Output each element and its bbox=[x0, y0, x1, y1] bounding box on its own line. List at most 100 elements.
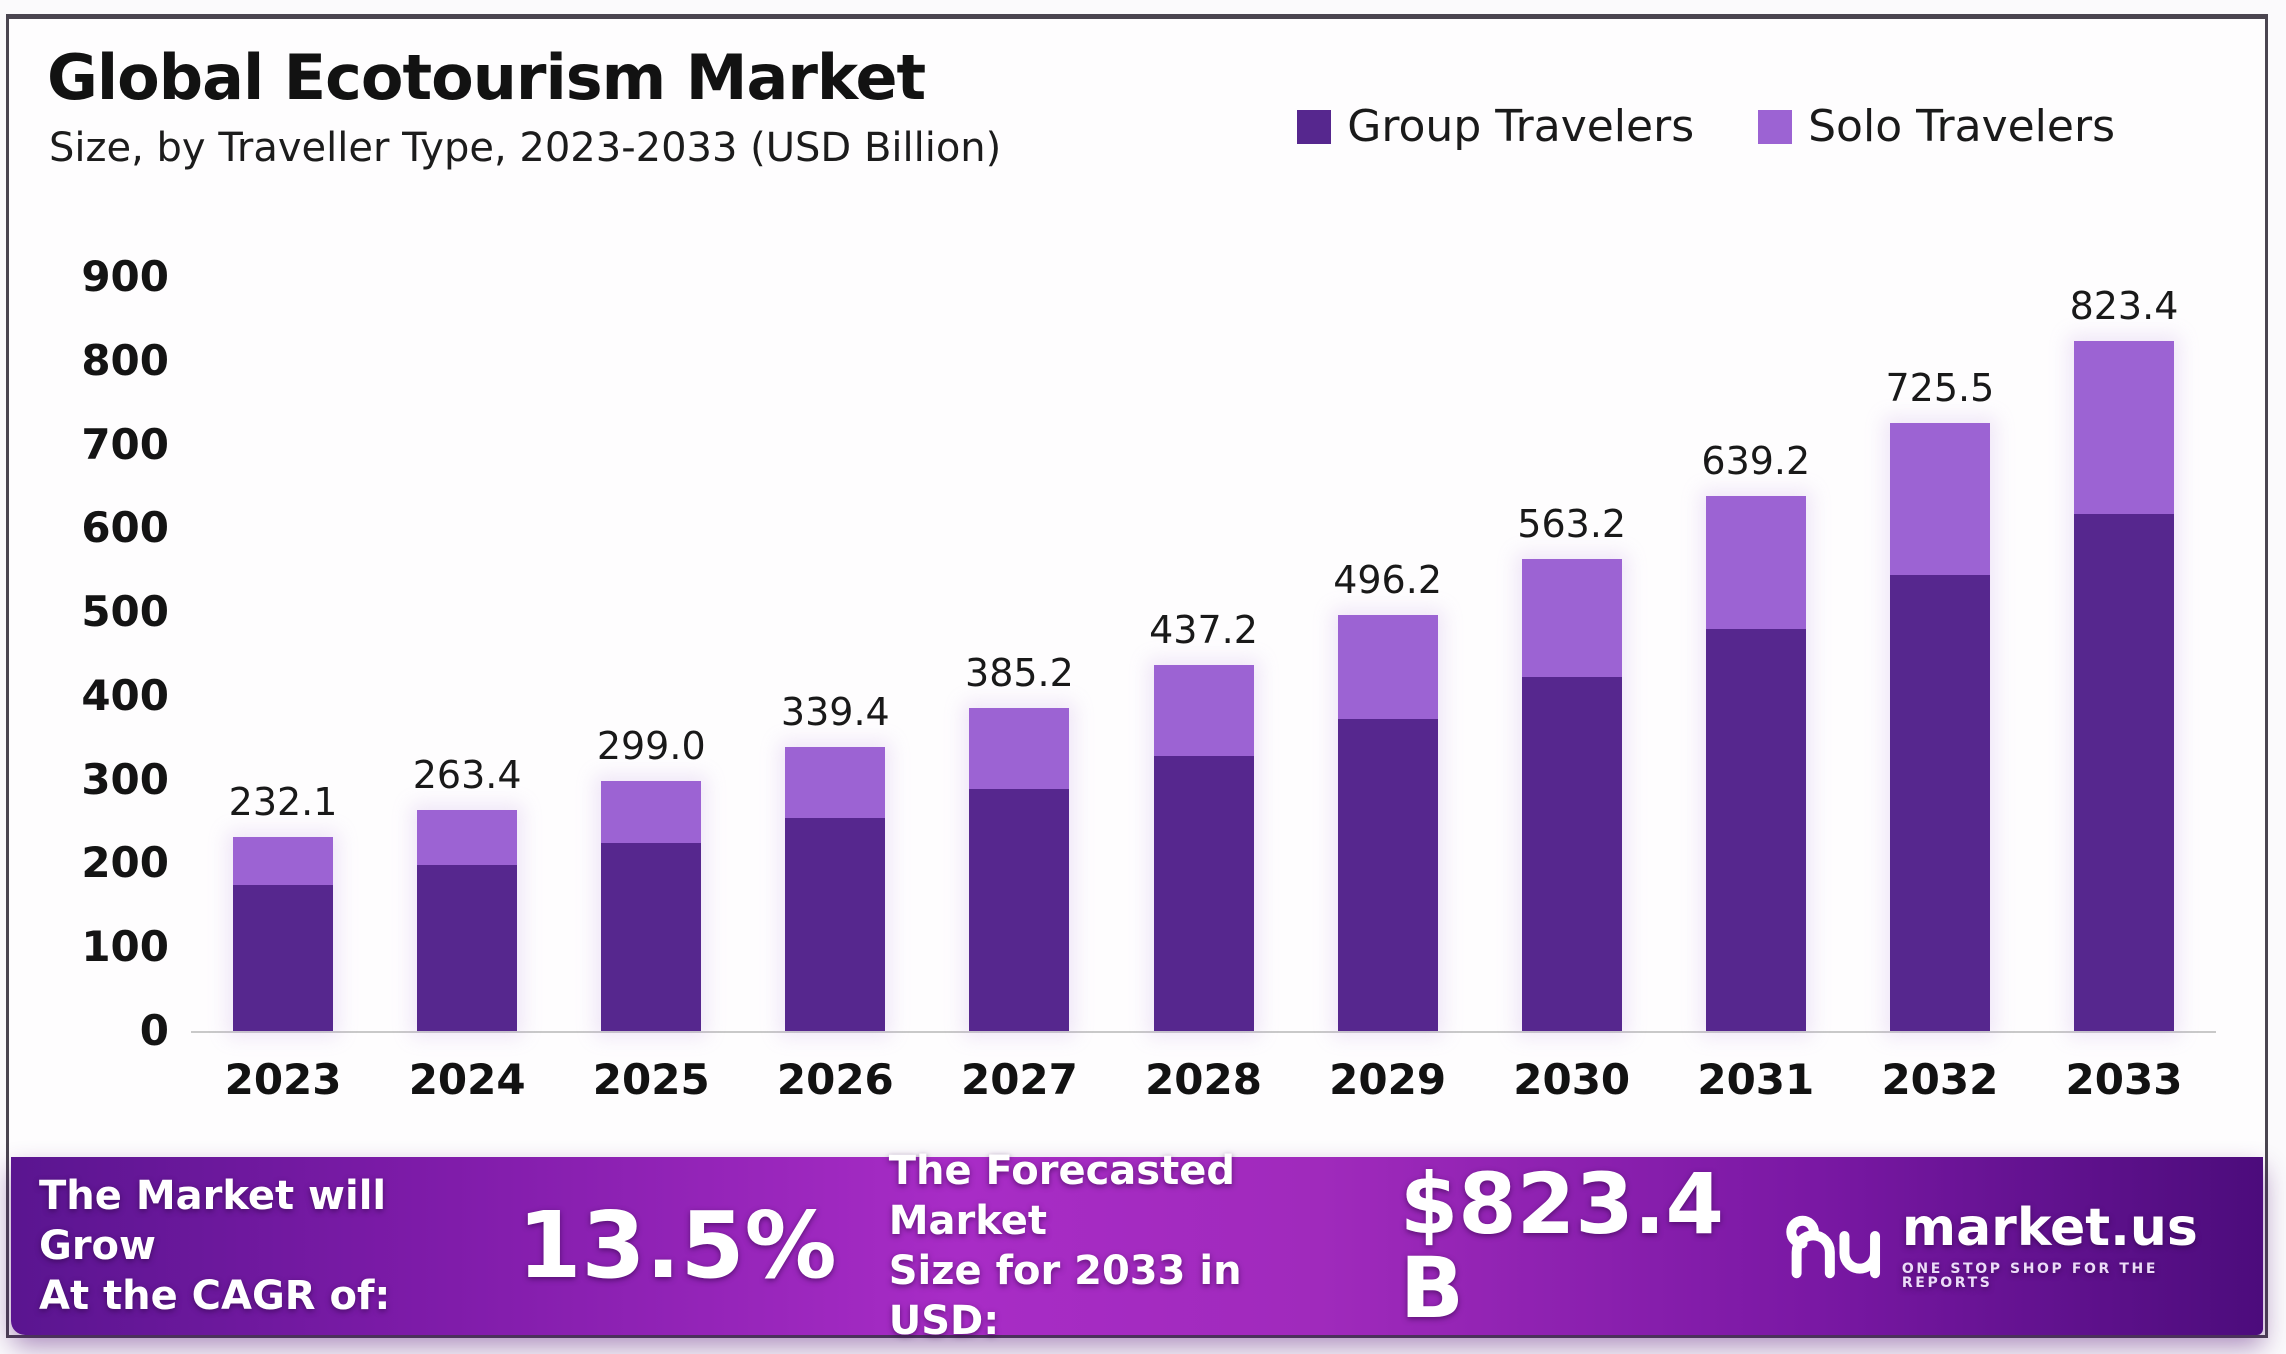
x-axis-tick-label: 2025 bbox=[592, 1055, 710, 1104]
forecast-label-line2: Size for 2033 in USD: bbox=[888, 1248, 1242, 1344]
solo-travelers-segment bbox=[601, 780, 702, 844]
y-axis-tick-label: 900 bbox=[81, 252, 169, 301]
group-travelers-segment bbox=[2073, 513, 2174, 1031]
y-axis-tick-label: 100 bbox=[81, 922, 169, 972]
bar-total-label: 639.2 bbox=[1701, 438, 1811, 483]
page-title: Global Ecotourism Market bbox=[47, 41, 926, 114]
group-travelers-segment bbox=[969, 788, 1070, 1031]
brand-text: market.us ONE STOP SHOP FOR THE REPORTS bbox=[1902, 1202, 2221, 1290]
cagr-label-line1: The Market will Grow bbox=[39, 1173, 387, 1269]
stacked-bar-2030 bbox=[1521, 559, 1622, 1031]
brand-tagline: ONE STOP SHOP FOR THE REPORTS bbox=[1901, 1261, 2159, 1291]
group-travelers-segment bbox=[601, 843, 702, 1031]
solo-travelers-segment bbox=[969, 708, 1070, 789]
bar-column-2032: 725.5 2032 bbox=[1848, 277, 2032, 1100]
solo-travelers-segment bbox=[1889, 423, 1990, 576]
bar-column-2024: 263.4 2024 bbox=[375, 277, 559, 1100]
bar-total-label: 563.2 bbox=[1517, 502, 1627, 547]
cagr-label: The Market will Grow At the CAGR of: bbox=[39, 1171, 472, 1321]
x-axis-tick-label: 2028 bbox=[1145, 1055, 1262, 1104]
brand-lockup: market.us ONE STOP SHOP FOR THE REPORTS bbox=[1778, 1200, 2221, 1292]
legend: Group Travelers Solo Travelers bbox=[1297, 101, 2115, 152]
bar-series: 232.1 2023 263.4 2024 299.0 2025 339.4 2026 385.… bbox=[191, 277, 2216, 1101]
page-subtitle: Size, by Traveller Type, 2023-2033 (USD … bbox=[49, 125, 1002, 171]
stacked-bar-2024 bbox=[417, 810, 518, 1031]
y-axis-tick-label: 0 bbox=[139, 1006, 169, 1055]
x-axis-tick-label: 2033 bbox=[2065, 1055, 2183, 1104]
bar-column-2025: 299.0 2025 bbox=[559, 277, 743, 1101]
forecast-label: The Forecasted Market Size for 2033 in U… bbox=[889, 1146, 1358, 1346]
bar-column-2027: 385.2 2027 bbox=[927, 277, 1111, 1100]
bar-total-label: 496.2 bbox=[1333, 558, 1442, 603]
bar-total-label: 339.4 bbox=[780, 689, 890, 734]
x-axis-tick-label: 2026 bbox=[776, 1055, 894, 1104]
group-travelers-segment bbox=[1889, 575, 1990, 1031]
bar-total-label: 385.2 bbox=[965, 651, 1074, 696]
y-axis-tick-label: 400 bbox=[81, 670, 169, 720]
cagr-label-line2: At the CAGR of: bbox=[39, 1273, 391, 1319]
x-axis-tick-label: 2023 bbox=[224, 1055, 342, 1104]
bar-column-2028: 437.2 2028 bbox=[1111, 277, 1295, 1101]
footer-banner: The Market will Grow At the CAGR of: 13.… bbox=[11, 1148, 2263, 1344]
solo-travelers-segment bbox=[1705, 495, 1806, 630]
bar-column-2029: 496.2 2029 bbox=[1296, 277, 1480, 1100]
group-travelers-segment bbox=[417, 865, 518, 1031]
solo-travelers-swatch-icon bbox=[1758, 109, 1793, 144]
bar-column-2031: 639.2 2031 bbox=[1664, 277, 1848, 1101]
bar-column-2033: 823.4 2033 bbox=[2032, 277, 2216, 1100]
stacked-bar-2027 bbox=[969, 708, 1070, 1031]
stacked-bar-2026 bbox=[785, 746, 886, 1031]
y-axis-tick-label: 500 bbox=[81, 587, 169, 637]
legend-label: Group Travelers bbox=[1347, 101, 1695, 152]
solo-travelers-segment bbox=[233, 836, 334, 886]
stacked-bar-2029 bbox=[1337, 615, 1438, 1031]
cagr-value: 13.5% bbox=[517, 1192, 837, 1299]
forecast-label-line1: The Forecasted Market bbox=[888, 1148, 1235, 1244]
stacked-bar-2023 bbox=[233, 836, 334, 1031]
bar-total-label: 437.2 bbox=[1149, 607, 1258, 652]
group-travelers-segment bbox=[1153, 756, 1254, 1031]
solo-travelers-segment bbox=[2073, 341, 2174, 514]
solo-travelers-segment bbox=[1153, 664, 1254, 757]
y-axis-tick-label: 300 bbox=[81, 754, 169, 804]
chart-frame: Global Ecotourism Market Size, by Travel… bbox=[6, 14, 2268, 1344]
group-travelers-segment bbox=[1521, 677, 1622, 1031]
legend-label: Solo Travelers bbox=[1808, 101, 2115, 152]
brand-name: market.us bbox=[1901, 1198, 2198, 1258]
y-axis-tick-label: 600 bbox=[81, 503, 169, 553]
x-axis-tick-label: 2027 bbox=[960, 1055, 1078, 1104]
bar-total-label: 299.0 bbox=[596, 723, 706, 768]
y-axis-tick-label: 700 bbox=[81, 419, 169, 469]
forecast-value: $823.4 B bbox=[1399, 1155, 1725, 1337]
x-axis-tick-label: 2030 bbox=[1513, 1055, 1631, 1104]
bar-column-2030: 563.2 2030 bbox=[1480, 277, 1664, 1100]
solo-travelers-segment bbox=[417, 810, 518, 866]
stacked-bar-2028 bbox=[1153, 664, 1254, 1031]
y-axis: 0 100 200 300 400 500 600 700 800 900 bbox=[39, 256, 169, 1052]
y-axis-tick-label: 800 bbox=[81, 335, 169, 385]
solo-travelers-segment bbox=[785, 746, 886, 818]
x-axis-tick-label: 2024 bbox=[408, 1055, 526, 1104]
bar-total-label: 263.4 bbox=[412, 753, 522, 798]
bar-total-label: 232.1 bbox=[228, 779, 338, 824]
bar-column-2023: 232.1 2023 bbox=[191, 277, 375, 1101]
x-axis-tick-label: 2031 bbox=[1697, 1055, 1815, 1104]
bar-total-label: 725.5 bbox=[1885, 366, 1995, 411]
plot-area: 232.1 2023 263.4 2024 299.0 2025 339.4 2026 385.… bbox=[191, 277, 2216, 1101]
group-travelers-swatch-icon bbox=[1297, 109, 1332, 144]
bar-total-label: 823.4 bbox=[2069, 284, 2179, 329]
group-travelers-segment bbox=[233, 885, 334, 1031]
x-axis-tick-label: 2029 bbox=[1329, 1055, 1447, 1104]
stacked-bar-2031 bbox=[1705, 495, 1806, 1031]
stacked-bar-2025 bbox=[601, 780, 702, 1031]
legend-item-group-travelers: Group Travelers bbox=[1297, 101, 1694, 152]
x-axis-tick-label: 2032 bbox=[1881, 1055, 1999, 1104]
stacked-bar-2033 bbox=[2073, 341, 2174, 1031]
solo-travelers-segment bbox=[1521, 559, 1622, 678]
group-travelers-segment bbox=[785, 817, 886, 1031]
solo-travelers-segment bbox=[1337, 615, 1438, 720]
y-axis-tick-label: 200 bbox=[81, 838, 169, 888]
group-travelers-segment bbox=[1705, 629, 1806, 1031]
stacked-bar-2032 bbox=[1889, 423, 1990, 1031]
